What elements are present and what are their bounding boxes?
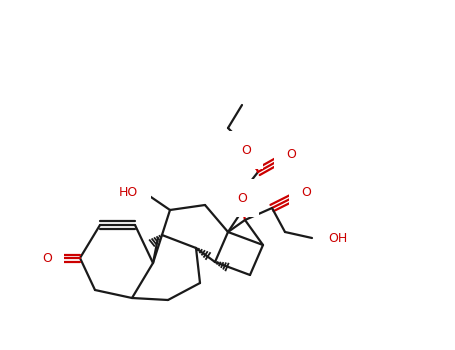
Text: O: O [286, 148, 296, 161]
Text: O: O [241, 144, 251, 156]
Text: O: O [42, 252, 52, 265]
Text: OH: OH [328, 231, 347, 245]
Text: HO: HO [119, 187, 138, 199]
Text: O: O [301, 186, 311, 198]
Text: O: O [237, 191, 247, 204]
